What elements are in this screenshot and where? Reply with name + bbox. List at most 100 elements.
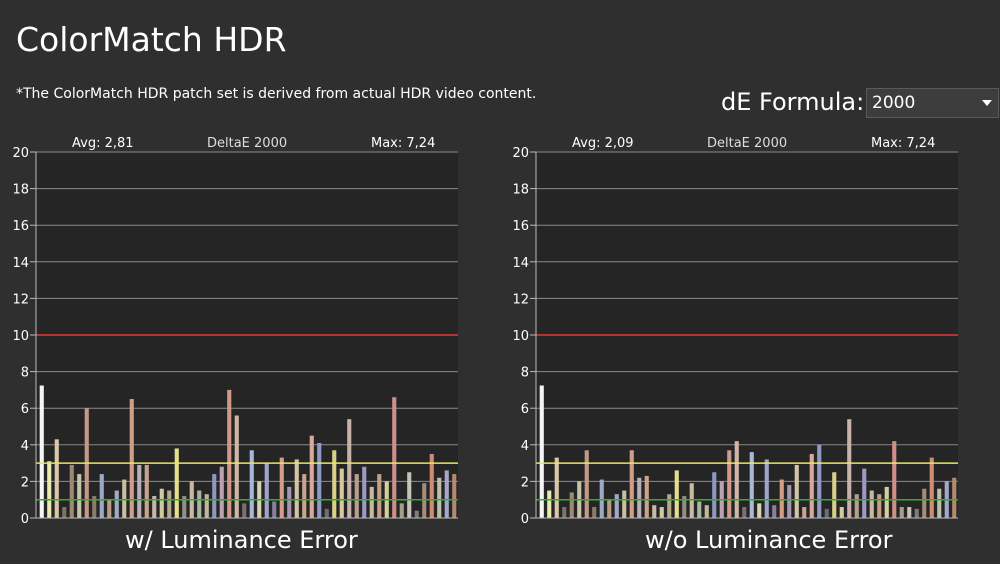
- bar: [227, 389, 232, 518]
- bar: [614, 494, 619, 518]
- y-tick-label: 18: [512, 183, 529, 198]
- y-tick-label: 20: [512, 146, 529, 161]
- y-tick-label: 14: [12, 256, 29, 271]
- bar: [324, 508, 329, 518]
- avg-label: Avg: 2,81: [72, 136, 134, 151]
- bar: [742, 507, 747, 518]
- bar: [817, 444, 822, 518]
- bar: [569, 492, 574, 518]
- bar: [422, 483, 427, 518]
- bar: [392, 397, 397, 518]
- bar: [869, 490, 874, 518]
- bar: [667, 494, 672, 518]
- bar: [347, 419, 352, 518]
- bar: [264, 463, 269, 518]
- bar: [107, 499, 112, 518]
- bar: [824, 508, 829, 518]
- y-tick-label: 6: [521, 402, 529, 417]
- bar: [137, 464, 142, 518]
- bar: [302, 474, 307, 518]
- bar: [539, 385, 544, 518]
- bar: [317, 442, 322, 518]
- bar: [272, 501, 277, 518]
- bar: [952, 477, 957, 518]
- chart-svg-without-luminance: 0 2 4 6 8 10 12 14 16 18 20: [512, 146, 958, 527]
- deltae-label: DeltaE 2000: [207, 136, 288, 151]
- bar: [414, 510, 419, 518]
- bar: [369, 486, 374, 518]
- y-tick-label: 18: [12, 183, 29, 198]
- bar: [772, 505, 777, 518]
- bar: [884, 486, 889, 518]
- bar: [854, 494, 859, 518]
- y-tick-label: 14: [512, 256, 529, 271]
- bar: [734, 441, 739, 518]
- chart-caption: w/ Luminance Error: [125, 526, 358, 554]
- bar: [377, 474, 382, 518]
- bar: [354, 474, 359, 518]
- deltae-label: DeltaE 2000: [707, 136, 788, 151]
- bar: [54, 439, 59, 518]
- max-label: Max: 7,24: [371, 136, 436, 151]
- bar: [839, 507, 844, 518]
- bar: [704, 505, 709, 518]
- bar: [862, 468, 867, 518]
- bar: [899, 507, 904, 518]
- bar: [554, 457, 559, 518]
- bar: [197, 490, 202, 518]
- bar: [629, 450, 634, 518]
- bar: [294, 459, 299, 518]
- bar: [794, 464, 799, 518]
- avg-label: Avg: 2,09: [572, 136, 634, 151]
- bar: [99, 474, 104, 518]
- bar: [332, 450, 337, 518]
- y-tick-label: 12: [12, 292, 29, 307]
- bar: [547, 490, 552, 518]
- bar: [167, 490, 172, 518]
- bar: [907, 507, 912, 518]
- bar: [697, 501, 702, 518]
- bar: [437, 477, 442, 518]
- bar: [652, 505, 657, 518]
- bar: [749, 452, 754, 518]
- chevron-down-icon[interactable]: [982, 100, 992, 106]
- de-formula-dropdown[interactable]: 2000: [866, 88, 999, 118]
- bar: [77, 474, 82, 518]
- de-formula-selected-value: 2000: [872, 93, 916, 113]
- y-tick-label: 2: [521, 475, 529, 490]
- bar: [592, 507, 597, 518]
- bar: [429, 453, 434, 518]
- bar: [599, 479, 604, 518]
- bar: [144, 464, 149, 518]
- bar: [242, 503, 247, 518]
- bar: [922, 488, 927, 518]
- y-tick-label: 0: [521, 512, 529, 527]
- bar: [689, 483, 694, 518]
- bar: [452, 474, 457, 518]
- bar: [174, 448, 179, 518]
- y-tick-label: 2: [21, 475, 29, 490]
- chart-svg-with-luminance: 0 2 4 6 8 10 12 14 16 18 20: [12, 146, 458, 527]
- bar: [802, 507, 807, 518]
- page-title: ColorMatch HDR: [16, 20, 287, 59]
- bar: [877, 494, 882, 518]
- y-tick-label: 8: [521, 366, 529, 381]
- bar: [339, 468, 344, 518]
- bar: [832, 472, 837, 518]
- bar: [204, 494, 209, 518]
- bar: [234, 415, 239, 518]
- bar: [212, 474, 217, 518]
- bar: [584, 450, 589, 518]
- bar: [674, 470, 679, 518]
- bar: [779, 479, 784, 518]
- bar: [937, 488, 942, 518]
- bar: [114, 490, 119, 518]
- bar: [764, 459, 769, 518]
- bar: [637, 477, 642, 518]
- y-tick-label: 10: [512, 329, 529, 344]
- patch-set-note: *The ColorMatch HDR patch set is derived…: [16, 86, 537, 102]
- bar: [249, 450, 254, 518]
- bar: [152, 496, 157, 518]
- bar: [607, 499, 612, 518]
- bar: [929, 457, 934, 518]
